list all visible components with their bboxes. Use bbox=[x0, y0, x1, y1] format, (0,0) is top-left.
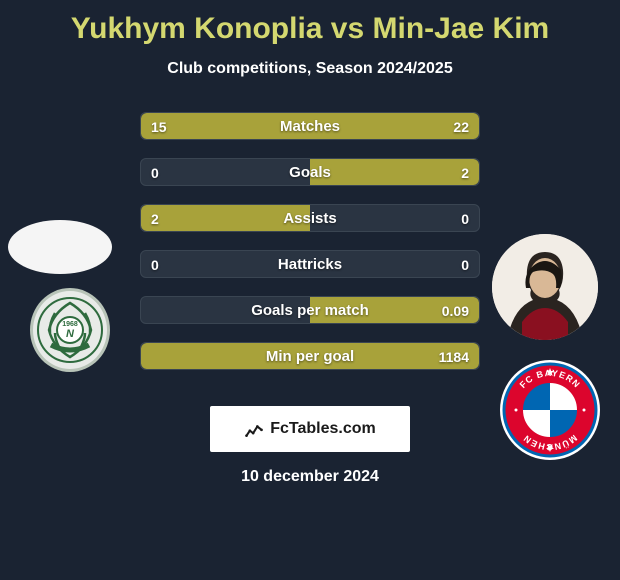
bayern-crest-icon: FC BAYERN MÜNCHEN bbox=[502, 362, 598, 458]
stat-row: Assists2 0 bbox=[140, 204, 480, 232]
stat-value-right: 1184 bbox=[439, 343, 469, 370]
nest-sotra-crest-icon: 1968 N bbox=[35, 295, 105, 365]
stat-label: Matches bbox=[141, 113, 479, 140]
stat-row: Matches15 22 bbox=[140, 112, 480, 140]
stat-value-right: 22 bbox=[453, 113, 469, 140]
player-left-placeholder bbox=[8, 220, 112, 274]
comparison-title: Yukhym Konoplia vs Min-Jae Kim bbox=[0, 0, 620, 46]
stat-row: Min per goal1184 bbox=[140, 342, 480, 370]
stat-value-right: 0.09 bbox=[442, 297, 469, 324]
comparison-date: 10 december 2024 bbox=[0, 468, 620, 486]
comparison-content: 1968 N bbox=[0, 112, 620, 392]
stat-value-left: 0 bbox=[151, 251, 159, 278]
watermark-badge: FcTables.com bbox=[210, 406, 410, 452]
stat-row: Hattricks0 0 bbox=[140, 250, 480, 278]
stat-value-left: 2 bbox=[151, 205, 159, 232]
stat-label: Min per goal bbox=[141, 343, 479, 370]
club-left-year: 1968 bbox=[62, 321, 78, 328]
player-right-silhouette-icon bbox=[492, 234, 598, 340]
comparison-subtitle: Club competitions, Season 2024/2025 bbox=[0, 60, 620, 78]
stat-value-right: 2 bbox=[461, 159, 469, 186]
club-right-logo: FC BAYERN MÜNCHEN bbox=[500, 360, 600, 460]
stat-value-left: 0 bbox=[151, 159, 159, 186]
stat-bars-container: Matches1522Goals02Assists20Hattricks00Go… bbox=[140, 112, 480, 388]
club-left-logo: 1968 N bbox=[30, 288, 110, 372]
stat-row: Goals0 2 bbox=[140, 158, 480, 186]
stat-label: Hattricks bbox=[141, 251, 479, 278]
stat-label: Assists bbox=[141, 205, 479, 232]
fctables-logo-icon bbox=[244, 419, 264, 439]
stat-value-left: 15 bbox=[151, 113, 167, 140]
player-right-photo bbox=[492, 234, 598, 340]
stat-label: Goals bbox=[141, 159, 479, 186]
stat-value-right: 0 bbox=[461, 205, 469, 232]
watermark-text: FcTables.com bbox=[270, 420, 376, 438]
player-left-photo bbox=[8, 220, 112, 274]
stat-value-right: 0 bbox=[461, 251, 469, 278]
stat-label: Goals per match bbox=[141, 297, 479, 324]
stat-row: Goals per match0.09 bbox=[140, 296, 480, 324]
svg-text:N: N bbox=[66, 328, 75, 340]
